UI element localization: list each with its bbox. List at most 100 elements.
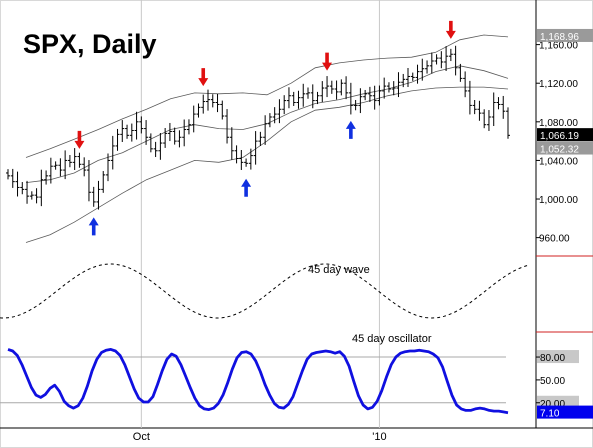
ohlc-bar bbox=[367, 86, 372, 103]
ohlc-bar bbox=[25, 180, 30, 204]
oscillator-panel: 45 day oscillator bbox=[0, 333, 509, 415]
ohlc-bar bbox=[229, 127, 234, 160]
ohlc-bar bbox=[48, 157, 53, 184]
ohlc-bar bbox=[20, 182, 25, 195]
ohlc-bar bbox=[39, 169, 44, 207]
ohlc-bar bbox=[439, 51, 444, 69]
ohlc-bar bbox=[463, 71, 468, 98]
ohlc-bar bbox=[263, 115, 268, 145]
ohlc-bar bbox=[29, 191, 34, 200]
x-tick-label: '10 bbox=[372, 431, 386, 443]
y-tick-label: 1,000.00 bbox=[539, 195, 578, 206]
ohlc-bar bbox=[415, 64, 420, 84]
wave-line bbox=[0, 263, 531, 319]
ohlc-bar bbox=[139, 116, 144, 134]
ohlc-bar bbox=[120, 120, 125, 143]
y-tick-label: 960.00 bbox=[539, 234, 570, 245]
ohlc-bar bbox=[153, 141, 158, 158]
ohlc-bar bbox=[220, 100, 225, 120]
price-axis: 960.00 1,000.00 1,040.00 1,080.00 1,120.00 1,… bbox=[536, 28, 593, 245]
oscillator-tick-label: 50.00 bbox=[540, 376, 565, 387]
y-tick-label: 1,160.00 bbox=[539, 41, 578, 52]
price-label-box bbox=[537, 141, 593, 155]
ohlc-bar bbox=[491, 92, 496, 127]
ohlc-bar bbox=[115, 128, 120, 151]
ohlc-bar bbox=[10, 168, 15, 188]
ohlc-bar bbox=[334, 80, 339, 100]
ohlc-bar bbox=[286, 87, 291, 109]
ohlc-bar bbox=[215, 94, 220, 113]
x-axis: Oct '10 bbox=[133, 431, 387, 443]
ohlc-bar bbox=[15, 171, 20, 197]
ohlc-bar bbox=[158, 133, 163, 160]
ohlc-bar bbox=[329, 80, 334, 94]
ohlc-bar bbox=[267, 113, 272, 128]
lower-band-line bbox=[25, 86, 509, 243]
ohlc-bar bbox=[53, 161, 58, 170]
ohlc-bar bbox=[101, 171, 106, 193]
cycle-bottom-arrow bbox=[345, 120, 356, 139]
price-label-box bbox=[537, 128, 593, 142]
ohlc-bar bbox=[315, 91, 320, 105]
ohlc-bar bbox=[496, 97, 501, 110]
ohlc-bar bbox=[325, 76, 330, 98]
ohlc-bar bbox=[44, 170, 49, 185]
ohlc-bar bbox=[182, 119, 187, 147]
ohlc-bar bbox=[396, 72, 401, 98]
ohlc-bar bbox=[310, 84, 315, 109]
ohlc-bar bbox=[82, 157, 87, 177]
cycle-top-arrow bbox=[445, 20, 456, 39]
ohlc-bar bbox=[96, 180, 101, 210]
price-label: 1,052.32 bbox=[540, 145, 579, 156]
ohlc-bar bbox=[63, 150, 68, 180]
ohlc-bar bbox=[110, 135, 115, 170]
ohlc-bar bbox=[482, 109, 487, 129]
cycle-top-arrow bbox=[198, 68, 209, 87]
oscillator-level-box bbox=[537, 350, 579, 364]
ohlc-bar bbox=[234, 145, 239, 164]
x-tick-label: Oct bbox=[133, 431, 150, 443]
ohlc-bar bbox=[339, 79, 344, 96]
ohlc-bar bbox=[277, 99, 282, 124]
ohlc-bar bbox=[191, 105, 196, 133]
ohlc-bar bbox=[401, 73, 406, 88]
y-tick-label: 1,120.00 bbox=[539, 79, 578, 90]
ohlc-bar bbox=[148, 133, 153, 153]
ohlc-bar bbox=[320, 81, 325, 103]
ohlc-bar bbox=[177, 130, 182, 148]
ohlc-bar bbox=[253, 131, 258, 165]
ohlc-bar bbox=[506, 107, 510, 139]
ohlc-bar bbox=[434, 54, 439, 65]
ohlc-bar bbox=[291, 91, 296, 106]
oscillator-tick-label: 20.00 bbox=[540, 399, 565, 410]
oscillator-last-value-box bbox=[537, 405, 593, 419]
cycle-markers bbox=[74, 20, 456, 236]
ohlc-bar bbox=[134, 111, 139, 140]
ohlc-bar bbox=[353, 100, 358, 111]
price-label: 1,168.96 bbox=[540, 32, 579, 43]
ohlc-bar bbox=[382, 77, 387, 99]
ohlc-bar bbox=[248, 148, 253, 170]
ohlc-bar bbox=[272, 107, 277, 124]
ohlc-bar bbox=[301, 83, 306, 107]
ohlc-bar bbox=[125, 124, 130, 139]
ohlc-bar bbox=[406, 67, 410, 87]
ohlc-bar bbox=[91, 186, 96, 207]
ohlc-bar bbox=[106, 153, 110, 182]
ohlc-bar bbox=[186, 119, 191, 135]
wave-annotation: 45 day wave bbox=[308, 264, 370, 276]
chart-title: SPX, Daily bbox=[23, 29, 157, 59]
ohlc-bar bbox=[358, 88, 363, 114]
ohlc-bar bbox=[410, 72, 415, 81]
ohlc-bar bbox=[477, 100, 482, 121]
oscillator-annotation: 45 day oscillator bbox=[352, 333, 432, 345]
ohlc-bar bbox=[77, 152, 82, 168]
ohlc-bar bbox=[163, 127, 168, 148]
ohlc-bar bbox=[6, 169, 10, 180]
oscillator-axis: 20.00 50.00 80.00 7.10 bbox=[536, 350, 593, 420]
y-tick-label: 1,080.00 bbox=[539, 118, 578, 129]
ohlc-bar bbox=[206, 89, 210, 111]
ohlc-bar bbox=[225, 109, 230, 144]
ohlc-bar bbox=[453, 45, 458, 76]
